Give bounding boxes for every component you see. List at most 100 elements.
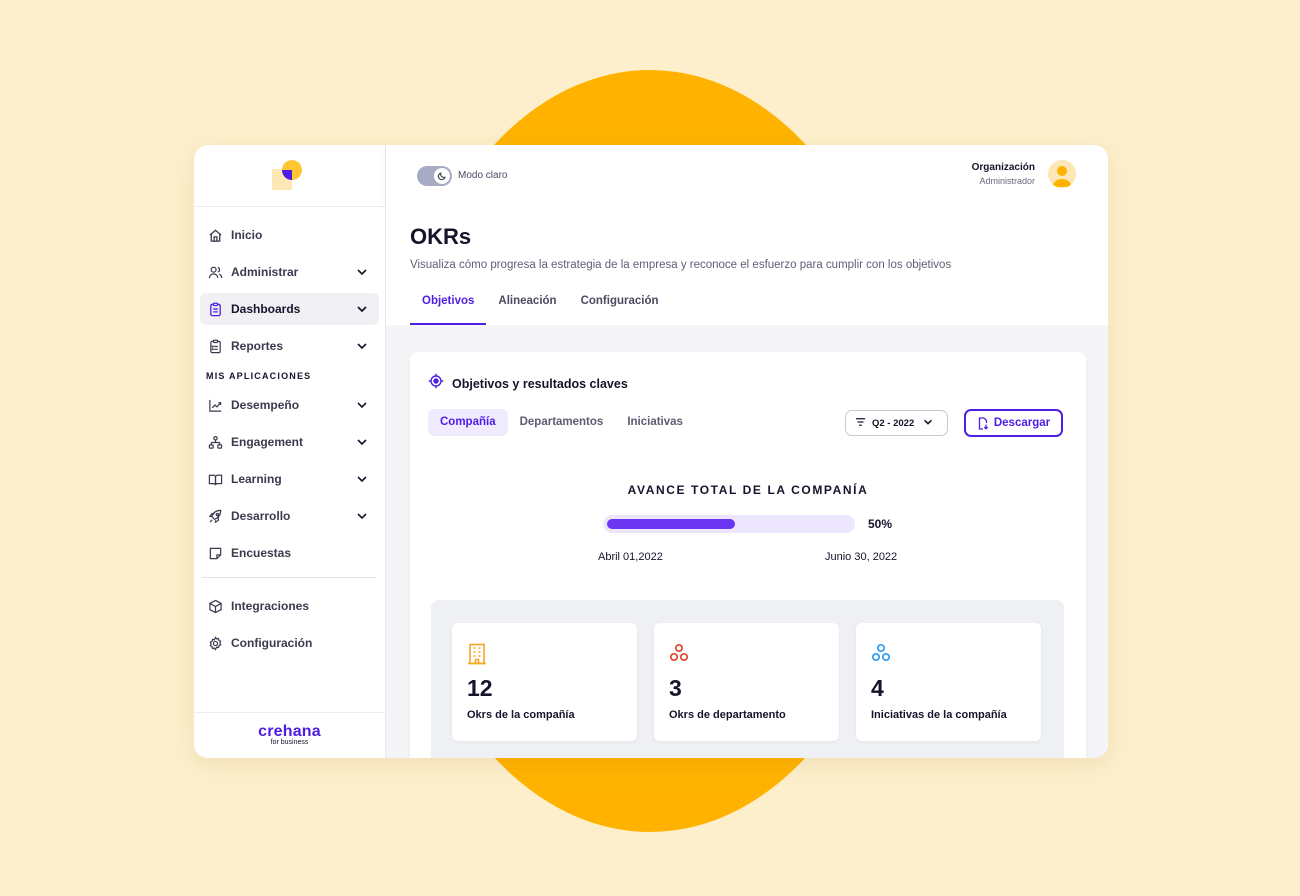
okr-card: Objetivos y resultados claves Compañía D… xyxy=(410,352,1086,758)
stat-label: Okrs de la compañía xyxy=(467,709,575,721)
sidebar-item-encuestas[interactable]: Encuestas xyxy=(200,537,379,569)
end-date: Junio 30, 2022 xyxy=(825,551,898,563)
tab-configuracion[interactable]: Configuración xyxy=(580,295,659,307)
progress-percentage: 50% xyxy=(868,517,893,531)
stat-label: Iniciativas de la compañía xyxy=(871,709,1007,721)
cube-icon xyxy=(207,598,223,614)
hierarchy-icon xyxy=(207,434,223,450)
stat-value: 12 xyxy=(467,675,493,701)
main-content: Modo claro Organización Administrador OK… xyxy=(386,145,1108,758)
page-subtitle: Visualiza cómo progresa la estrategia de… xyxy=(410,259,952,271)
page-header: OKRs Visualiza cómo progresa la estrateg… xyxy=(386,207,1108,325)
sidebar-item-label: Configuración xyxy=(231,636,313,650)
card-subtabs: Compañía Departamentos Iniciativas xyxy=(428,409,695,436)
page-tabs: Objetivos Alineación Configuración xyxy=(410,295,671,325)
chevron-down-icon xyxy=(922,416,934,431)
sidebar-nav: Inicio Administrar Dashboards xyxy=(194,207,385,659)
sidebar-divider xyxy=(202,577,377,578)
chevron-down-icon[interactable] xyxy=(355,509,369,523)
home-icon xyxy=(207,227,223,243)
chevron-down-icon[interactable] xyxy=(355,398,369,412)
sidebar-item-label: Reportes xyxy=(231,339,284,353)
page-title: OKRs xyxy=(410,224,472,249)
stat-label: Okrs de departamento xyxy=(669,709,786,721)
avatar[interactable] xyxy=(1048,160,1076,188)
sidebar-item-label: Dashboards xyxy=(231,302,301,316)
card-title: Objetivos y resultados claves xyxy=(452,376,628,391)
chevron-down-icon[interactable] xyxy=(355,435,369,449)
start-date: Abril 01,2022 xyxy=(598,551,663,563)
subtab-departamentos[interactable]: Departamentos xyxy=(519,416,604,428)
target-icon xyxy=(428,373,444,394)
gear-icon xyxy=(207,635,223,651)
app-window: Inicio Administrar Dashboards xyxy=(194,145,1108,758)
stat-value: 4 xyxy=(871,675,884,701)
section-label-apps: MIS APLICACIONES xyxy=(206,371,312,381)
stat-card-company-okrs[interactable]: 12 Okrs de la compañía xyxy=(452,623,637,741)
stats-panel: 12 Okrs de la compañía 3 Okrs de departa… xyxy=(431,600,1064,758)
subtab-compania[interactable]: Compañía xyxy=(428,409,508,436)
theme-toggle[interactable] xyxy=(417,166,452,186)
chevron-down-icon[interactable] xyxy=(355,339,369,353)
organization-name: Organización xyxy=(971,162,1035,173)
progress-bar-fill xyxy=(607,519,735,529)
chart-up-icon xyxy=(207,397,223,413)
rocket-icon xyxy=(207,508,223,524)
sidebar-item-label: Desempeño xyxy=(231,398,300,412)
filter-icon xyxy=(855,417,866,430)
stat-card-company-initiatives[interactable]: 4 Iniciativas de la compañía xyxy=(856,623,1041,741)
stat-card-department-okrs[interactable]: 3 Okrs de departamento xyxy=(654,623,839,741)
progress-title: AVANCE TOTAL DE LA COMPANÍA xyxy=(627,483,869,497)
clipboard-list-icon xyxy=(207,338,223,354)
note-icon xyxy=(207,545,223,561)
theme-toggle-label: Modo claro xyxy=(458,170,508,181)
sidebar-item-integraciones[interactable]: Integraciones xyxy=(200,590,379,622)
chevron-down-icon[interactable] xyxy=(355,265,369,279)
sidebar-item-dashboards[interactable]: Dashboards xyxy=(200,293,379,325)
brand-logo-text: crehana xyxy=(258,723,321,740)
moon-icon xyxy=(434,168,450,184)
tab-alineacion[interactable]: Alineación xyxy=(498,295,557,307)
chevron-down-icon[interactable] xyxy=(355,302,369,316)
sidebar-item-label: Administrar xyxy=(231,265,299,279)
sidebar-item-label: Learning xyxy=(231,472,282,486)
brand-footer: crehana for business xyxy=(194,712,385,758)
sidebar-item-desarrollo[interactable]: Desarrollo xyxy=(200,500,379,532)
file-download-icon xyxy=(977,416,989,430)
topbar: Modo claro Organización Administrador xyxy=(386,145,1108,207)
user-role: Administrador xyxy=(979,176,1035,186)
sidebar-item-label: Integraciones xyxy=(231,599,310,613)
sidebar: Inicio Administrar Dashboards xyxy=(194,145,386,758)
sidebar-item-engagement[interactable]: Engagement xyxy=(200,426,379,458)
sidebar-item-label: Desarrollo xyxy=(231,509,291,523)
tab-objetivos[interactable]: Objetivos xyxy=(410,295,487,325)
period-filter-value: Q2 - 2022 xyxy=(872,417,915,429)
sidebar-item-desempeno[interactable]: Desempeño xyxy=(200,389,379,421)
sidebar-item-label: Engagement xyxy=(231,435,304,449)
building-icon xyxy=(467,643,487,670)
user-info[interactable]: Organización Administrador xyxy=(972,162,1035,186)
sidebar-item-administrar[interactable]: Administrar xyxy=(200,256,379,288)
card-header: Objetivos y resultados claves xyxy=(428,373,628,394)
subtab-iniciativas[interactable]: Iniciativas xyxy=(627,416,683,428)
app-logo[interactable] xyxy=(194,145,385,207)
stat-value: 3 xyxy=(669,675,682,701)
sidebar-item-inicio[interactable]: Inicio xyxy=(200,219,379,251)
chevron-down-icon[interactable] xyxy=(355,472,369,486)
sidebar-item-learning[interactable]: Learning xyxy=(200,463,379,495)
period-filter-dropdown[interactable]: Q2 - 2022 xyxy=(845,410,948,436)
logo-quarter xyxy=(282,170,292,180)
users-icon xyxy=(207,264,223,280)
circles-icon xyxy=(871,643,891,668)
brand-subtitle: for business xyxy=(270,739,309,746)
sidebar-item-label: Encuestas xyxy=(231,546,292,560)
book-icon xyxy=(207,471,223,487)
progress-bar xyxy=(603,515,855,533)
download-button[interactable]: Descargar xyxy=(964,409,1063,437)
sidebar-item-label: Inicio xyxy=(231,228,263,242)
clipboard-icon xyxy=(207,301,223,317)
circles-icon xyxy=(669,643,689,668)
sidebar-item-configuracion[interactable]: Configuración xyxy=(200,627,379,659)
download-button-label: Descargar xyxy=(993,417,1051,429)
sidebar-item-reportes[interactable]: Reportes xyxy=(200,330,379,362)
